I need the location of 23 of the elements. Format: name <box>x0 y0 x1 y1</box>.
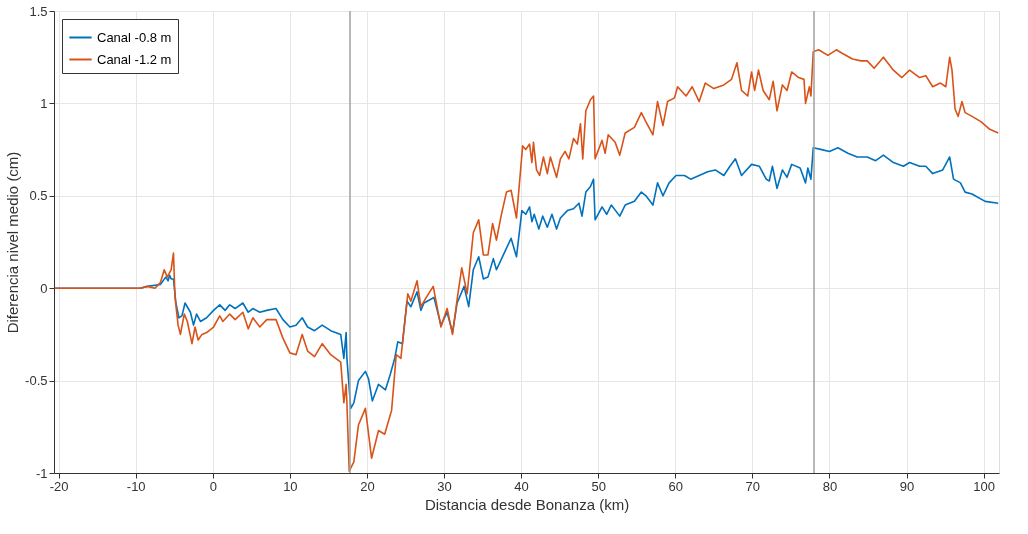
x-tick-label: 60 <box>668 478 683 494</box>
legend-label: Canal -1.2 m <box>97 51 172 67</box>
x-tick-label: 30 <box>437 478 452 494</box>
y-axis-title: Diferencia nivel medio (cm) <box>4 151 22 334</box>
y-tick-label: -0.5 <box>25 373 48 389</box>
x-tick-label: 90 <box>899 478 915 494</box>
x-tick-label: 40 <box>514 478 529 494</box>
y-tick-label: 0.5 <box>29 188 48 204</box>
x-tick-label: -20 <box>49 478 69 494</box>
y-tick-label: 0 <box>40 280 48 296</box>
y-tick-label: 1.5 <box>29 3 48 19</box>
y-tick-label: 1 <box>40 95 48 111</box>
x-tick-label: 20 <box>360 478 375 494</box>
x-tick-label: 100 <box>973 478 995 494</box>
x-tick-label: 70 <box>745 478 761 494</box>
x-tick-label: 0 <box>209 478 217 494</box>
x-tick-label: 10 <box>283 478 298 494</box>
x-tick-label: 80 <box>822 478 838 494</box>
y-tick-label: -1 <box>35 465 48 481</box>
x-tick-label: 50 <box>591 478 606 494</box>
x-tick-label: -10 <box>126 478 146 494</box>
legend-label: Canal -0.8 m <box>97 29 172 45</box>
x-axis-title: Distancia desde Bonanza (km) <box>424 495 630 513</box>
